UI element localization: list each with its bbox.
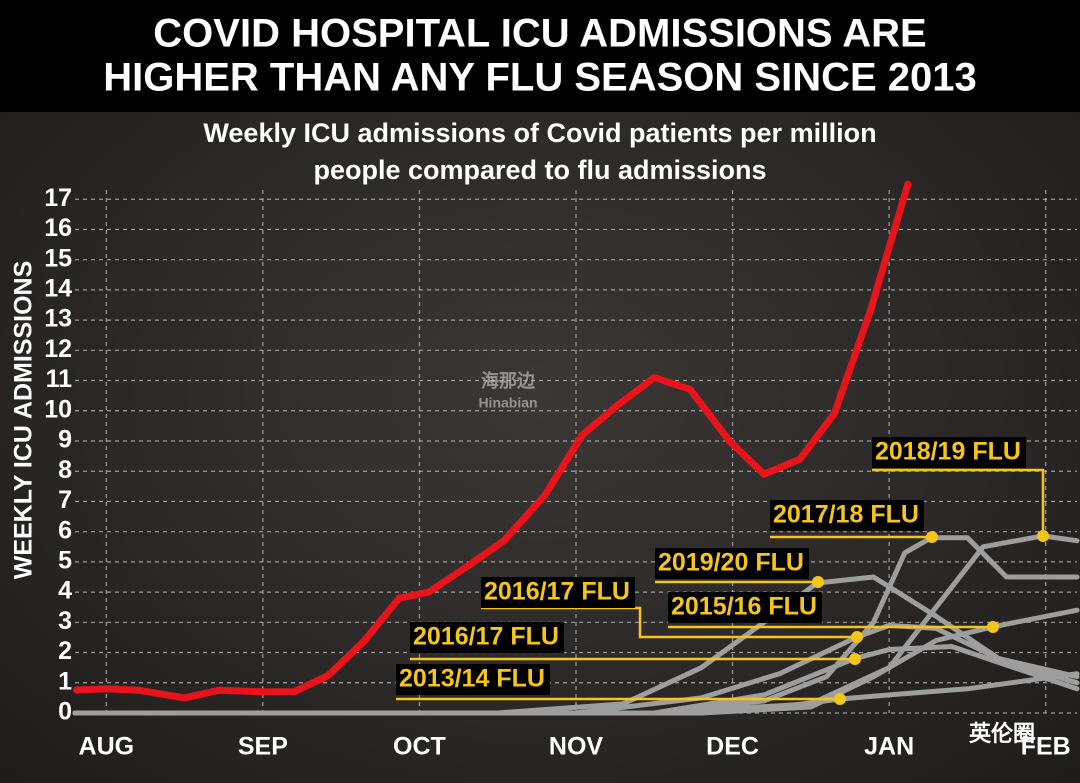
y-tick-label: 13: [44, 305, 72, 333]
leader-dot: [834, 693, 846, 705]
x-tick-label: AUG: [79, 733, 135, 761]
label-bg: [872, 437, 1026, 468]
y-tick-label: 12: [44, 335, 72, 363]
y-tick-label: 7: [58, 486, 72, 514]
y-tick-label: 11: [46, 365, 73, 393]
x-tick-label: SEP: [238, 733, 288, 761]
y-tick-label: 10: [44, 395, 72, 423]
leader-dot: [849, 653, 861, 665]
series-label: 2016/17 FLU: [484, 578, 630, 606]
y-tick-label: 6: [58, 516, 72, 544]
watermark: 英伦圈: [969, 721, 1035, 746]
label-bg: [410, 622, 564, 653]
y-tick-label: 3: [58, 607, 72, 635]
y-tick-label: 17: [44, 184, 72, 212]
leader-dot: [1037, 530, 1049, 542]
x-tick-label: FEB: [1021, 733, 1071, 761]
series-label: 2015/16 FLU: [671, 593, 817, 621]
leader-dot: [926, 531, 938, 543]
y-tick-label: 2: [58, 637, 72, 665]
series-label: 2018/19 FLU: [875, 438, 1021, 466]
flu-line: [72, 644, 1080, 716]
y-tick-label: 9: [58, 426, 72, 454]
x-tick-label: NOV: [549, 733, 604, 761]
y-tick-label: 8: [58, 456, 72, 484]
chart-title: HIGHER THAN ANY FLU SEASON SINCE 2013: [103, 56, 977, 100]
chart-title: COVID HOSPITAL ICU ADMISSIONS ARE: [153, 12, 926, 56]
subtitle: Weekly ICU admissions of Covid patients …: [203, 118, 876, 148]
title-bar: [0, 0, 1080, 112]
covid-line: [73, 180, 912, 702]
y-tick-label: 5: [58, 546, 72, 574]
series-label: 2017/18 FLU: [773, 501, 919, 529]
leader-dot: [812, 576, 824, 588]
series-label: 2013/14 FLU: [399, 665, 545, 693]
label-bg: [481, 577, 635, 608]
x-tick-label: JAN: [864, 733, 914, 761]
series-label: 2019/20 FLU: [658, 549, 804, 577]
label-bg: [668, 592, 822, 623]
y-axis-label: WEEKLY ICU ADMISSIONS: [10, 261, 38, 580]
label-bg: [770, 500, 924, 531]
y-tick-label: 1: [58, 667, 72, 695]
y-tick-label: 4: [58, 577, 72, 605]
series-label: 2016/17 FLU: [413, 623, 559, 651]
subtitle: people compared to flu admissions: [313, 155, 766, 185]
x-tick-label: DEC: [706, 733, 759, 761]
x-tick-label: OCT: [393, 733, 446, 761]
y-tick-label: 16: [44, 214, 72, 242]
leader-line: [872, 468, 1045, 536]
y-tick-label: 0: [58, 698, 72, 726]
label-bg: [396, 664, 550, 695]
leader-dot: [851, 631, 863, 643]
label-bg: [655, 548, 809, 579]
watermark: Hinabian: [478, 395, 537, 411]
leader-dot: [987, 621, 999, 633]
y-tick-label: 15: [44, 244, 72, 272]
y-tick-label: 14: [44, 274, 72, 302]
